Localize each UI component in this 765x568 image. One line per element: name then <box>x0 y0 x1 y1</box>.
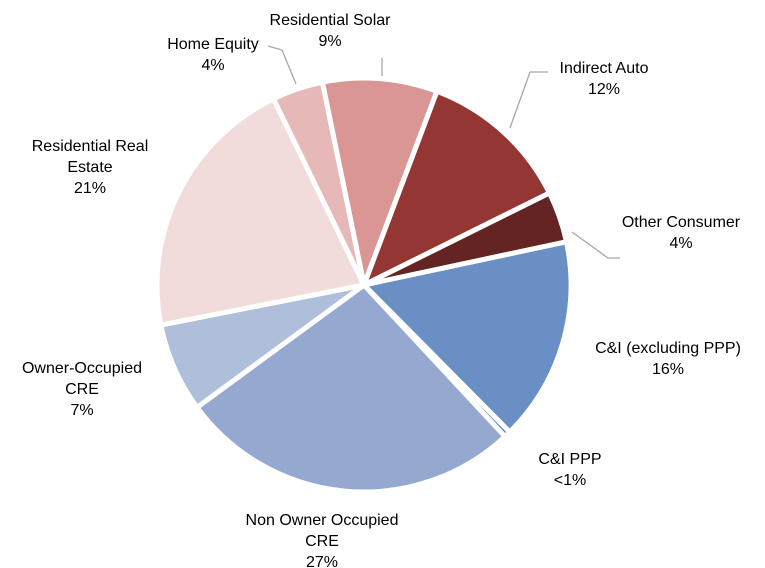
slice-name: Owner-Occupied CRE <box>21 360 143 398</box>
slice-name: Indirect Auto <box>559 60 649 77</box>
slice-label: Indirect Auto 12% <box>504 58 704 100</box>
pie-slice <box>319 75 440 288</box>
slice-label: Owner-Occupied CRE 7% <box>12 358 152 421</box>
slice-label: C&I PPP <1% <box>470 449 670 491</box>
slice-value: 4% <box>201 57 225 74</box>
pie-slice <box>270 79 367 288</box>
slice-name: Home Equity <box>167 36 259 53</box>
slice-name: Residential Solar <box>269 12 391 29</box>
leader-line <box>571 231 620 259</box>
slice-name: Residential Real Estate <box>31 138 149 176</box>
slice-value: <1% <box>553 472 587 489</box>
slice-name: Other Consumer <box>621 214 741 231</box>
leader-line <box>509 71 548 129</box>
pie-slice <box>361 239 574 435</box>
slice-label: Residential Solar 9% <box>230 10 430 52</box>
slice-label: Home Equity 4% <box>113 34 313 76</box>
slice-value: 16% <box>651 361 685 378</box>
slice-value: 4% <box>669 235 693 252</box>
slice-value: 7% <box>70 402 94 419</box>
slice-label: Residential Real Estate 21% <box>15 136 165 199</box>
slice-value: 12% <box>587 81 621 98</box>
slice-label: C&I (excluding PPP) 16% <box>558 338 765 380</box>
slice-value: 9% <box>318 33 342 50</box>
pie-slice <box>361 88 552 288</box>
slice-name: C&I PPP <box>538 451 602 468</box>
slice-value: 21% <box>73 180 107 197</box>
slice-label: Other Consumer 4% <box>581 212 765 254</box>
slice-label: Non Owner Occupied CRE 27% <box>227 510 417 568</box>
pie-slice <box>154 96 367 328</box>
slice-name: C&I (excluding PPP) <box>595 340 741 357</box>
slice-name: Non Owner Occupied CRE <box>245 512 399 550</box>
leader-line <box>267 45 297 85</box>
pie-slice <box>194 282 508 495</box>
slice-value: 27% <box>305 554 339 568</box>
